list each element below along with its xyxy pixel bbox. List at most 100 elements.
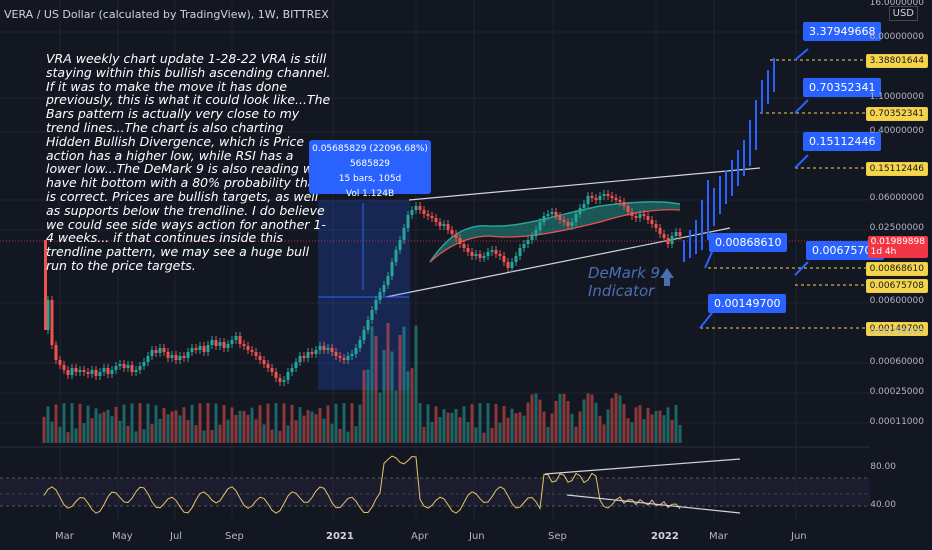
candle-body: [302, 356, 306, 358]
volume-bar: [442, 409, 446, 443]
volume-bar: [130, 403, 134, 443]
candle-body: [46, 300, 50, 330]
candle-body: [666, 238, 670, 244]
volume-bar: [522, 415, 526, 443]
volume-bar: [62, 403, 66, 443]
candle-body: [90, 370, 94, 374]
volume-bar: [438, 416, 442, 443]
candle-body: [162, 348, 166, 352]
x-tick: Mar: [709, 531, 728, 542]
candle-body: [166, 352, 170, 358]
volume-bar: [506, 417, 510, 443]
candle-body: [518, 248, 522, 256]
volume-bar: [122, 404, 126, 443]
candle-body: [262, 360, 266, 364]
chart-header: VERA / US Dollar (calculated by TradingV…: [4, 8, 329, 21]
target-pointer-2: [794, 99, 809, 114]
candle-body: [382, 285, 386, 292]
rsi-trendline-upper: [544, 458, 741, 475]
candle-body: [626, 206, 630, 212]
volume-bar: [650, 414, 654, 443]
candle-body: [66, 370, 70, 375]
volume-bar: [126, 425, 130, 443]
x-tick: May: [112, 531, 133, 542]
candles: [44, 190, 682, 386]
candle-body: [214, 340, 218, 346]
volume-bar: [418, 403, 422, 443]
candle-body: [470, 252, 474, 256]
volume-bar: [446, 412, 450, 443]
candle-body: [258, 356, 262, 360]
candle-body: [394, 250, 398, 262]
candle-body: [550, 212, 554, 214]
volume-bar: [218, 424, 222, 443]
volume-bar: [222, 405, 226, 443]
ma-line-fast: [429, 201, 681, 263]
volume-bar: [638, 405, 642, 443]
volume-bar: [58, 426, 62, 443]
candle-body: [266, 364, 270, 368]
candle-body: [658, 228, 662, 234]
volume-bar: [554, 400, 558, 443]
volume-bars: [42, 323, 682, 443]
y-tick: 1.10000000: [869, 92, 924, 102]
candle-body: [458, 238, 462, 244]
volume-bar: [366, 369, 370, 443]
y-tick: 0.00600000: [869, 296, 924, 306]
candle-body: [434, 218, 438, 222]
candle-body: [186, 352, 190, 358]
candle-body: [514, 256, 518, 262]
volume-bar: [266, 403, 270, 443]
candle-body: [106, 368, 110, 374]
volume-bar: [358, 404, 362, 443]
candle-body: [86, 372, 90, 374]
volume-bar: [182, 407, 186, 443]
volume-bar: [90, 418, 94, 443]
volume-bar: [642, 419, 646, 443]
candle-body: [410, 210, 414, 215]
candle-body: [386, 276, 390, 285]
volume-bar: [618, 395, 622, 443]
candle-body: [282, 380, 286, 382]
volume-bar: [398, 334, 402, 443]
candle-body: [578, 208, 582, 214]
volume-bar: [530, 394, 534, 443]
volume-bar: [486, 403, 490, 443]
candle-body: [662, 234, 666, 238]
candle-body: [586, 196, 590, 204]
volume-bar: [490, 427, 494, 443]
candle-body: [78, 370, 82, 372]
current-price: 0.01989898: [870, 237, 925, 247]
candle-body: [618, 200, 622, 202]
volume-bar: [286, 425, 290, 443]
volume-bar: [98, 413, 102, 443]
volume-bar: [246, 414, 250, 443]
candle-body: [174, 355, 178, 360]
volume-bar: [234, 414, 238, 443]
measure-bars: 15 bars, 105d: [338, 174, 402, 184]
x-tick: Jun: [791, 531, 807, 542]
candle-body: [170, 355, 174, 358]
candle-body: [554, 212, 558, 216]
candle-body: [338, 356, 342, 358]
y-tick: 0.06000000: [869, 193, 924, 203]
currency-label[interactable]: USD: [888, 6, 918, 21]
candle-body: [346, 356, 350, 360]
candle-body: [402, 228, 406, 240]
volume-bar: [590, 394, 594, 443]
volume-bar: [138, 403, 142, 443]
candle-body: [474, 254, 478, 256]
volume-bar: [194, 425, 198, 443]
volume-bar: [134, 431, 138, 443]
volume-bar: [154, 405, 158, 443]
volume-bar: [150, 423, 154, 443]
x-tick: 2022: [651, 531, 679, 542]
volume-bar: [674, 404, 678, 443]
volume-bar: [394, 390, 398, 443]
volume-bar: [410, 368, 414, 443]
candle-body: [58, 360, 62, 365]
candle-body: [378, 292, 382, 300]
candle-body: [250, 350, 254, 352]
volume-bar: [278, 430, 282, 443]
